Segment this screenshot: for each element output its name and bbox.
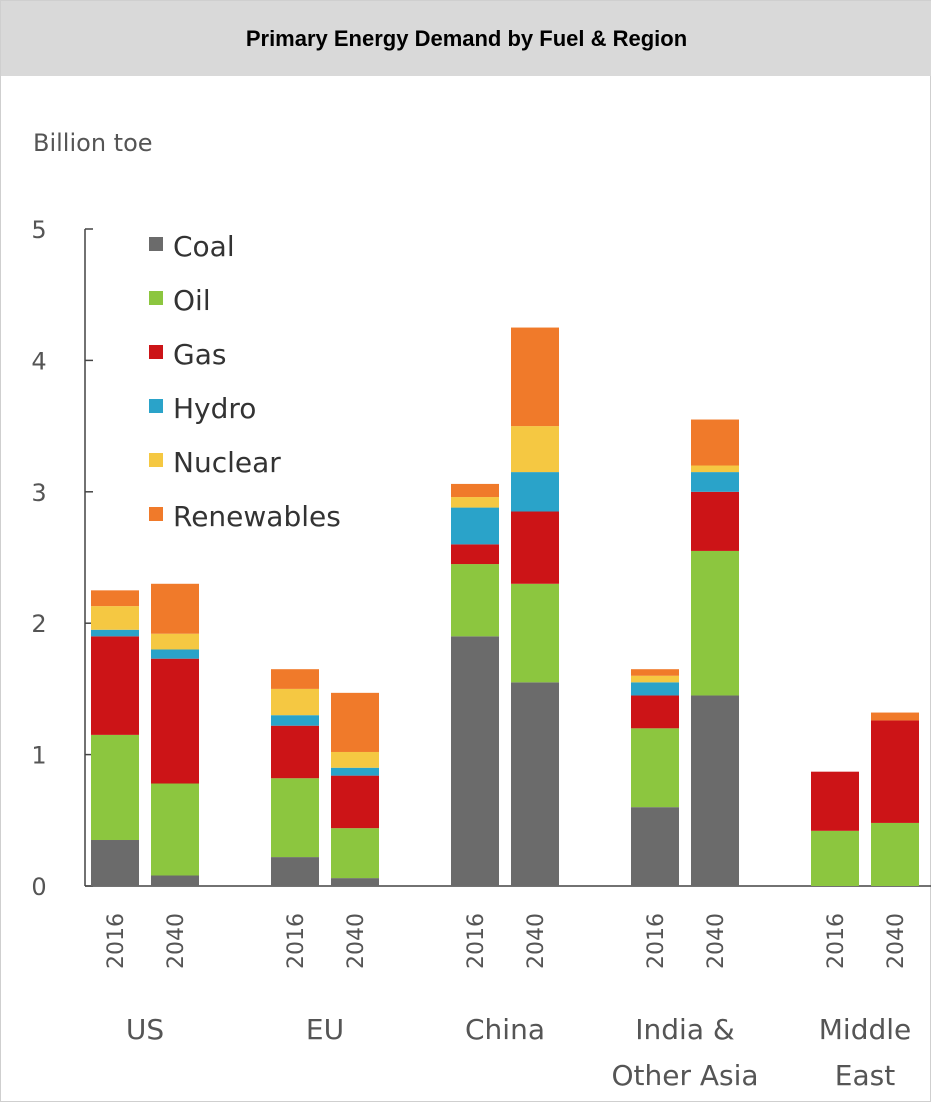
chart-title: Primary Energy Demand by Fuel & Region xyxy=(245,25,688,51)
bar-segment-coal xyxy=(91,840,139,886)
bar-segment-renewables xyxy=(331,692,379,752)
bar-segment-coal xyxy=(271,857,319,886)
bar-segment-oil xyxy=(691,550,739,696)
bar-segment-hydro xyxy=(271,715,319,726)
bar-segment-oil xyxy=(811,830,859,886)
group-label: East xyxy=(835,1059,895,1092)
bar-segment-oil xyxy=(631,728,679,808)
legend-label-gas: Gas xyxy=(173,338,226,371)
bar-segment-nuclear xyxy=(331,751,379,768)
bar-segment-hydro xyxy=(511,472,559,512)
y-tick-label: 1 xyxy=(31,742,46,770)
bar-segment-coal xyxy=(151,875,199,886)
y-tick-label: 3 xyxy=(31,479,46,507)
bar-segment-coal xyxy=(631,807,679,886)
bar-segment-coal xyxy=(511,682,559,886)
x-tick-label-year: 2016 xyxy=(824,913,849,969)
legend-swatch-renewables xyxy=(149,507,163,521)
bar-segment-oil xyxy=(271,778,319,858)
bar-segment-renewables xyxy=(871,712,919,721)
bar-segment-hydro xyxy=(331,767,379,776)
legend-swatch-hydro xyxy=(149,399,163,413)
legend-swatch-nuclear xyxy=(149,453,163,467)
legend-label-renewables: Renewables xyxy=(173,500,341,533)
group-label: EU xyxy=(306,1013,344,1046)
group-label: India & xyxy=(635,1013,734,1046)
y-unit-label: Billion toe xyxy=(33,129,153,157)
bar-segment-renewables xyxy=(271,669,319,689)
y-tick-label: 2 xyxy=(31,610,46,638)
bar-segment-hydro xyxy=(151,649,199,659)
bar-segment-nuclear xyxy=(271,688,319,716)
title-bar: Primary Energy Demand by Fuel & Region xyxy=(1,1,931,76)
bar-segment-nuclear xyxy=(511,426,559,473)
bar-segment-oil xyxy=(871,822,919,886)
group-label: Other Asia xyxy=(611,1059,758,1092)
bar-segment-renewables xyxy=(451,483,499,498)
bar-segment-oil xyxy=(151,783,199,876)
bar-segment-nuclear xyxy=(91,606,139,630)
bar-segment-hydro xyxy=(451,507,499,545)
x-tick-label-year: 2040 xyxy=(884,913,909,969)
legend-label-hydro: Hydro xyxy=(173,392,256,425)
x-tick-label-year: 2040 xyxy=(524,913,549,969)
bar-segment-renewables xyxy=(511,327,559,427)
bar-segment-coal xyxy=(331,878,379,886)
bar-segment-gas xyxy=(271,725,319,779)
group-label: US xyxy=(126,1013,164,1046)
bar-segment-oil xyxy=(511,583,559,683)
y-tick-label: 5 xyxy=(31,216,46,244)
bar-segment-coal xyxy=(691,695,739,886)
bar-segment-gas xyxy=(631,695,679,729)
bar-segment-renewables xyxy=(151,583,199,634)
bar-segment-gas xyxy=(451,544,499,565)
bar-segment-renewables xyxy=(91,590,139,607)
bar-segment-oil xyxy=(451,564,499,637)
legend-swatch-coal xyxy=(149,237,163,251)
bar-segment-gas xyxy=(91,636,139,735)
bar-segment-nuclear xyxy=(451,497,499,508)
x-tick-label-year: 2040 xyxy=(704,913,729,969)
bar-segment-nuclear xyxy=(151,633,199,650)
legend-label-coal: Coal xyxy=(173,230,235,263)
bar-segment-nuclear xyxy=(691,465,739,473)
x-tick-label-year: 2016 xyxy=(104,913,129,969)
bar-segment-nuclear xyxy=(631,675,679,683)
bar-segment-hydro xyxy=(91,629,139,637)
y-tick-label: 4 xyxy=(31,347,46,375)
bar-segment-gas xyxy=(691,491,739,551)
bar-segment-renewables xyxy=(691,419,739,466)
legend-swatch-oil xyxy=(149,291,163,305)
group-label: China xyxy=(465,1013,545,1046)
bar-segment-oil xyxy=(91,734,139,841)
group-label: Middle xyxy=(819,1013,912,1046)
x-tick-label-year: 2016 xyxy=(464,913,489,969)
bar-segment-coal xyxy=(451,636,499,886)
x-tick-label-year: 2040 xyxy=(344,913,369,969)
bar-segment-gas xyxy=(811,771,859,831)
bar-segment-oil xyxy=(331,828,379,879)
bar-segment-gas xyxy=(331,775,379,829)
y-tick-label: 0 xyxy=(31,873,46,901)
legend-swatch-gas xyxy=(149,345,163,359)
bar-segment-gas xyxy=(871,720,919,823)
bar-segment-gas xyxy=(151,658,199,784)
x-tick-label-year: 2040 xyxy=(164,913,189,969)
bar-segment-renewables xyxy=(631,669,679,676)
bar-segment-hydro xyxy=(691,472,739,492)
legend-label-oil: Oil xyxy=(173,284,211,317)
x-tick-label-year: 2016 xyxy=(284,913,309,969)
legend-label-nuclear: Nuclear xyxy=(173,446,281,479)
x-tick-label-year: 2016 xyxy=(644,913,669,969)
bar-segment-gas xyxy=(511,511,559,584)
bar-segment-hydro xyxy=(631,682,679,696)
